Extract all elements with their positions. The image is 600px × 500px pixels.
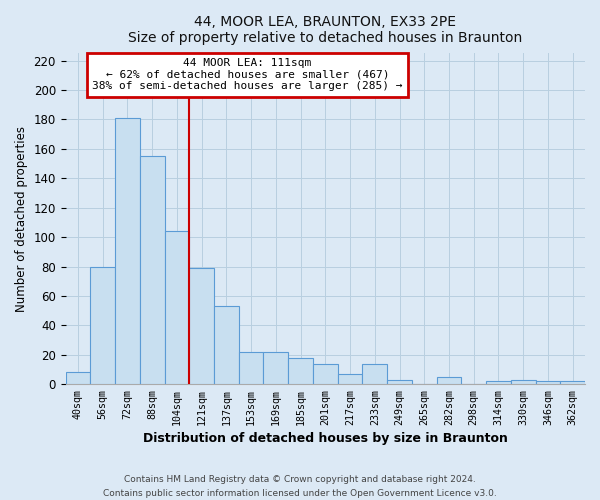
Text: Contains HM Land Registry data © Crown copyright and database right 2024.
Contai: Contains HM Land Registry data © Crown c… <box>103 476 497 498</box>
Bar <box>190 268 214 384</box>
Bar <box>560 382 585 384</box>
Bar <box>288 358 313 384</box>
Bar <box>115 118 140 384</box>
Bar <box>263 352 288 384</box>
Bar <box>313 364 338 384</box>
Bar <box>214 306 239 384</box>
Bar <box>536 382 560 384</box>
Y-axis label: Number of detached properties: Number of detached properties <box>15 126 28 312</box>
Bar <box>140 156 164 384</box>
Bar <box>338 374 362 384</box>
Bar <box>239 352 263 384</box>
Bar <box>65 372 91 384</box>
Bar <box>164 232 190 384</box>
Bar <box>91 266 115 384</box>
Bar <box>362 364 387 384</box>
Bar <box>387 380 412 384</box>
Title: 44, MOOR LEA, BRAUNTON, EX33 2PE
Size of property relative to detached houses in: 44, MOOR LEA, BRAUNTON, EX33 2PE Size of… <box>128 15 523 45</box>
Bar <box>486 382 511 384</box>
Bar <box>437 377 461 384</box>
Text: 44 MOOR LEA: 111sqm
← 62% of detached houses are smaller (467)
38% of semi-detac: 44 MOOR LEA: 111sqm ← 62% of detached ho… <box>92 58 403 92</box>
Bar <box>511 380 536 384</box>
X-axis label: Distribution of detached houses by size in Braunton: Distribution of detached houses by size … <box>143 432 508 445</box>
